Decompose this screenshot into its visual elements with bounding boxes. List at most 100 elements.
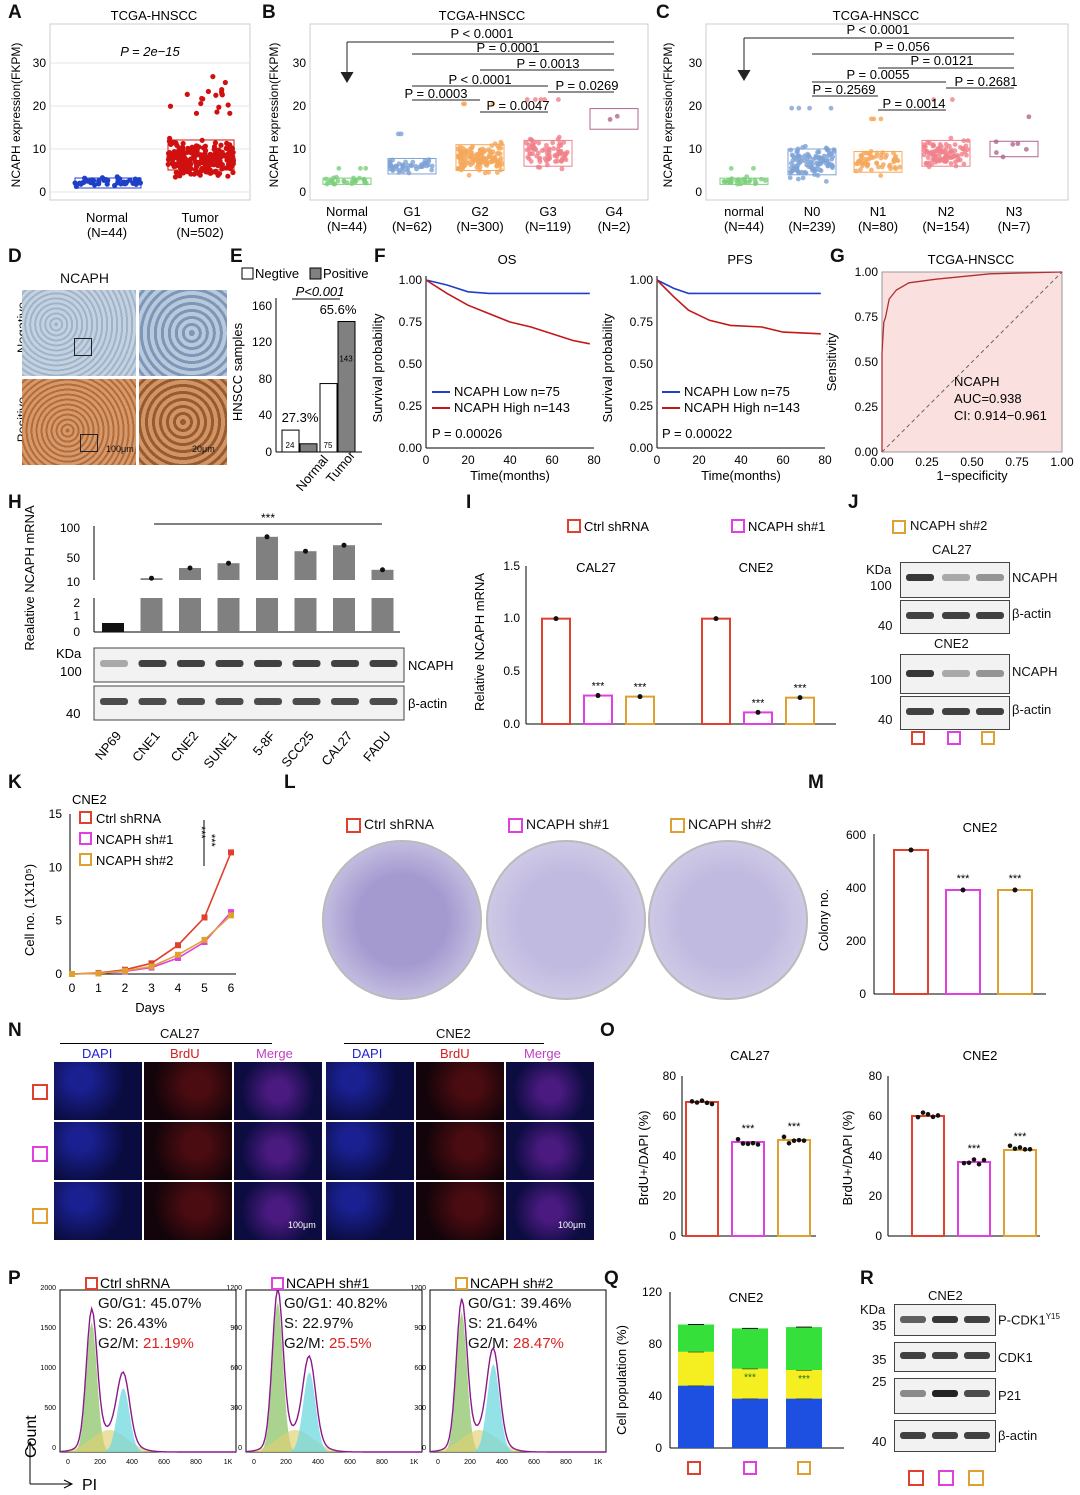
blot-band [964, 1432, 990, 1439]
data-point [526, 142, 532, 148]
data-point [303, 548, 308, 554]
data-point-tumor [219, 92, 225, 98]
blot-band-actin [177, 698, 205, 705]
km-curve-pfs-low [656, 279, 821, 295]
data-point-tumor [198, 100, 204, 107]
panel-m-bars: *** *** [893, 847, 1033, 995]
panel-c-pvalue: P = 0.2681 [954, 74, 1017, 89]
panel-o-ylabel: BrdU+/DAPI (%) [840, 1111, 855, 1206]
significance-mark: *** [968, 1143, 982, 1155]
cell-line-label: FADU [360, 728, 394, 764]
panel-label-r: R [860, 1268, 874, 1289]
significance-mark: *** [744, 1373, 756, 1384]
data-point [1026, 114, 1032, 120]
data-point [406, 170, 412, 176]
data-point-normal [131, 180, 137, 186]
panel-h-bars [102, 534, 394, 632]
data-point-normal [76, 180, 83, 186]
y-tick: 0.00 [399, 441, 423, 455]
blot-band [942, 670, 970, 677]
legend-swatch [455, 1277, 468, 1290]
x-tick: 0.75 [1005, 455, 1029, 469]
row-marker-sh1 [32, 1146, 48, 1162]
panel-j-band-label: β-actin [1012, 702, 1052, 717]
panel-j-bands [906, 574, 1004, 745]
blot-band [932, 1432, 958, 1439]
cell-line-label: SCC25 [278, 728, 316, 770]
data-point [962, 149, 968, 155]
panel-b-pvalue: P = 0.0269 [555, 78, 618, 93]
panel-f-ylabel: Survival probability [600, 313, 615, 423]
panel-c-group-n: (N=154) [922, 219, 969, 234]
data-point [802, 158, 807, 164]
g2m-percent-line: G2/M: 25.5% [284, 1334, 387, 1354]
data-point [458, 162, 464, 167]
bar [541, 617, 571, 725]
panel-k-lines [69, 849, 234, 977]
data-point [935, 1113, 941, 1118]
x-tick: 1K [594, 1459, 603, 1466]
panel-g-chart: TCGA-HNSCC Sensitivity 0.000.000.250.250… [824, 252, 1074, 483]
x-tick: 0 [252, 1459, 256, 1466]
panel-b-ytick: 30 [293, 56, 307, 70]
growth-curve [71, 852, 232, 975]
bar-lower-segment [217, 598, 240, 632]
bar-negtive [319, 383, 338, 453]
data-point [564, 149, 570, 155]
stack-g0g1 [786, 1398, 822, 1448]
panel-r-kda: KDa [860, 1302, 886, 1317]
panel-o-ylabel: BrdU+/DAPI (%) [636, 1111, 651, 1206]
panel-e-ylabel: HNSCC samples [230, 322, 245, 421]
data-point [751, 165, 756, 171]
y-tick: 0 [55, 967, 62, 981]
row-marker-ctrl [32, 1084, 48, 1100]
panel-b-pvalue: P < 0.0001 [450, 26, 513, 41]
legend-ncaph-sh1: NCAPH sh#1 [748, 519, 825, 534]
data-point [410, 159, 416, 165]
y-tick: 80 [663, 1069, 677, 1083]
data-point [966, 1160, 972, 1166]
blot-band-actin [254, 698, 282, 705]
histogram-outline [429, 1298, 606, 1453]
panel-r-mw: 40 [872, 1434, 887, 1449]
data-point [801, 1138, 807, 1143]
data-point [930, 1114, 936, 1120]
data-point [927, 140, 933, 146]
panel-f-ylabel: Survival probability [370, 313, 385, 423]
data-point [943, 142, 949, 147]
panel-h-ytick: 0 [73, 625, 80, 639]
data-point [948, 155, 954, 161]
data-point [937, 151, 943, 157]
panel-label-i: I [466, 492, 472, 513]
data-point [981, 1157, 987, 1163]
data-point [789, 105, 795, 111]
growth-point [175, 951, 181, 958]
panel-h-ytick: 100 [60, 521, 80, 535]
panel-n-channel: DAPI [352, 1046, 383, 1061]
data-point-tumor [172, 174, 179, 180]
data-point [1017, 1145, 1023, 1150]
significance-mark: *** [592, 681, 606, 693]
data-point [535, 164, 541, 170]
panel-g-ylabel: Sensitivity [824, 332, 839, 391]
y-tick: 0.75 [630, 315, 654, 329]
panel-label-k: K [8, 772, 22, 793]
data-point [961, 161, 967, 167]
panel-c-group-n: (N=44) [724, 219, 764, 234]
data-point [552, 159, 558, 164]
data-point [1012, 887, 1018, 893]
data-point-tumor [212, 140, 219, 146]
bar [893, 849, 929, 995]
data-point [530, 151, 536, 157]
bar [701, 617, 731, 725]
data-point-tumor [200, 96, 206, 102]
significance-mark: *** [634, 682, 648, 694]
data-point-tumor [184, 91, 190, 97]
y-tick: 0.75 [855, 310, 879, 324]
x-tick: 6 [228, 981, 235, 995]
panel-b-ytick: 20 [293, 99, 307, 113]
brdu-tile [144, 1062, 232, 1120]
growth-point [95, 970, 102, 977]
blot-band [942, 574, 970, 581]
panel-k-ticks: 0 1 2 3 4 5 6 0 5 10 15 [49, 807, 235, 995]
